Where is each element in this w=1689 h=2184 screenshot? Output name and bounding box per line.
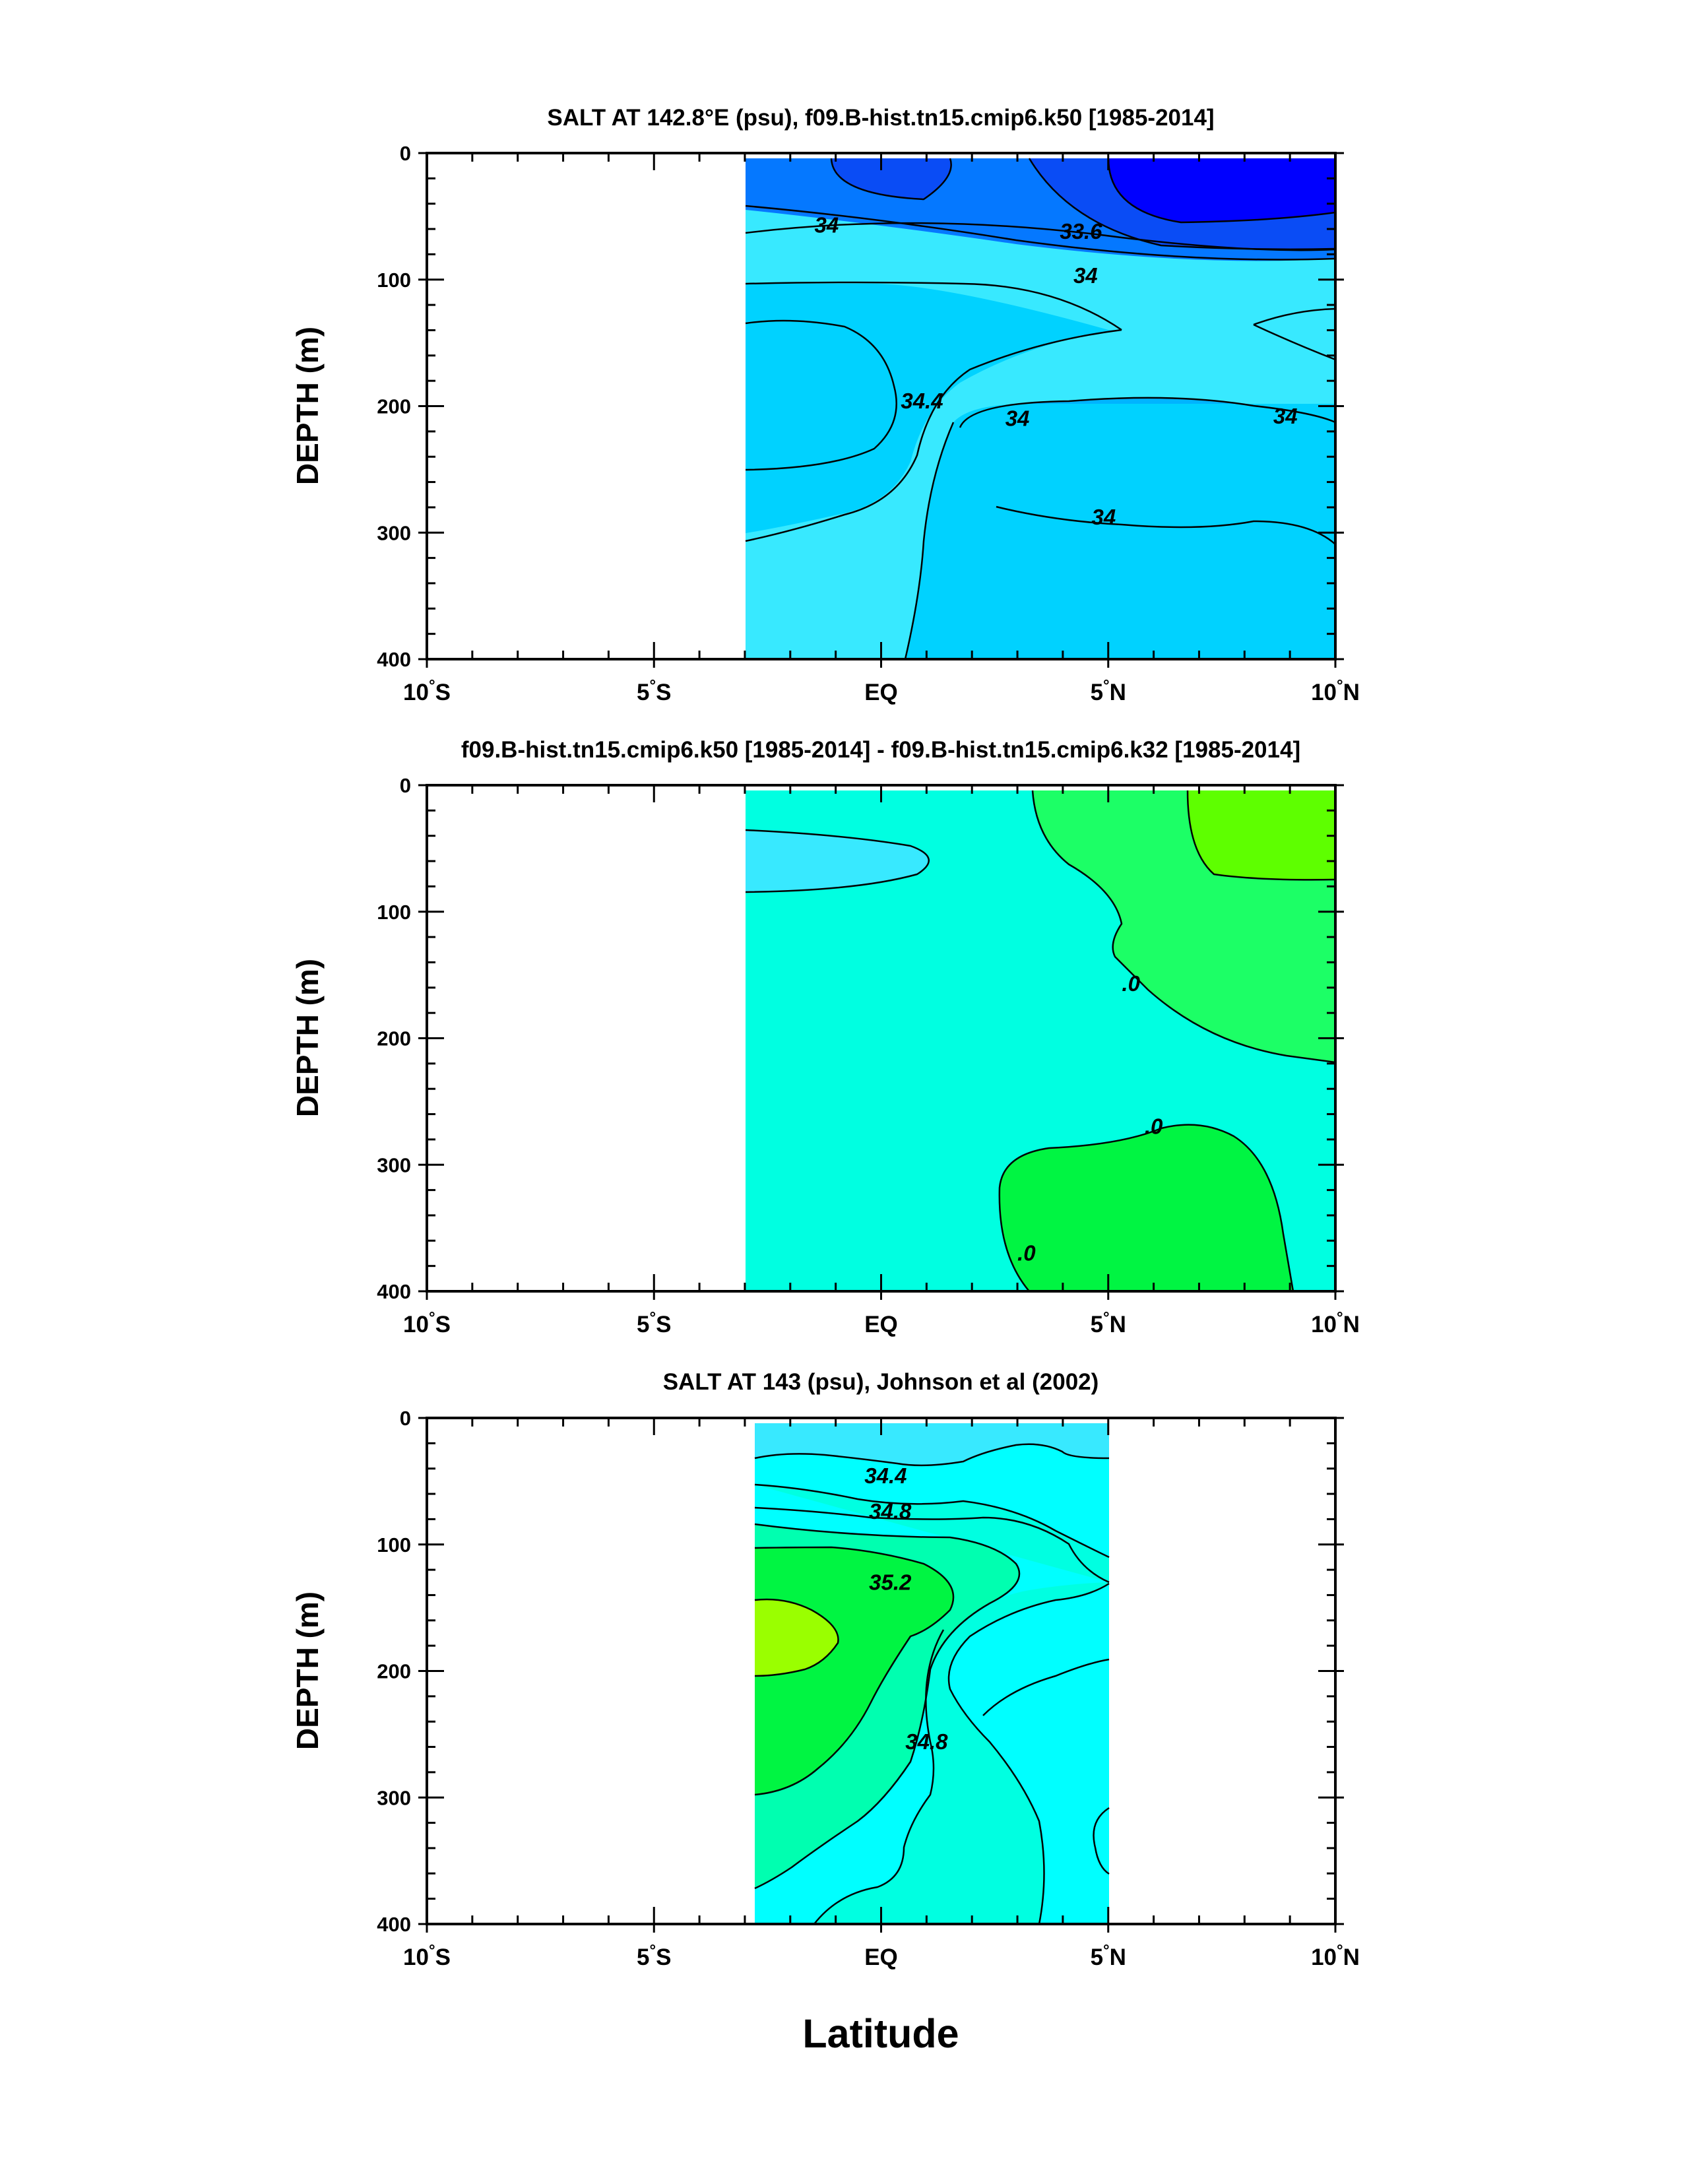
contour-label: 34.8 xyxy=(905,1729,948,1754)
filled-region xyxy=(755,1485,1109,1924)
x-tick-label: 5°S xyxy=(637,677,671,705)
contour-fill xyxy=(746,790,1335,1291)
filled-region xyxy=(999,1124,1293,1291)
contour-fill xyxy=(746,158,1335,659)
y-tick-label: 0 xyxy=(400,1407,411,1430)
x-tick-label: 5°N xyxy=(1091,677,1126,705)
panel-title: SALT AT 143 (psu), Johnson et al (2002) xyxy=(663,1369,1099,1395)
contour-label: 34.4 xyxy=(864,1463,907,1488)
filled-region xyxy=(1188,790,1335,880)
y-tick-label: 100 xyxy=(377,1533,411,1557)
filled-region xyxy=(1254,309,1335,360)
filled-region xyxy=(755,1423,1109,1465)
filled-region xyxy=(746,830,929,892)
contour-label: 34 xyxy=(1073,263,1098,288)
y-tick-label: 100 xyxy=(377,269,411,292)
y-axis-label: DEPTH (m) xyxy=(290,959,325,1117)
x-tick-label: EQ xyxy=(864,1312,898,1337)
filled-region xyxy=(1108,158,1335,222)
contour-label: 34.8 xyxy=(869,1499,912,1524)
filled-region xyxy=(983,1659,1109,1924)
y-tick-label: 400 xyxy=(377,1913,411,1936)
contour-label: 34 xyxy=(1092,505,1116,529)
ticks: 0 100 200 300 400 10°S 5°S EQ 5°N 10°N xyxy=(377,1407,1360,1970)
contour-label: 35.2 xyxy=(869,1570,912,1594)
contour-label: 34 xyxy=(1005,406,1030,431)
panel-difference: f09.B-hist.tn15.cmip6.k50 [1985-2014] - … xyxy=(290,737,1360,1337)
filled-region xyxy=(746,284,1115,533)
y-tick-label: 200 xyxy=(377,1027,411,1050)
contour-lines xyxy=(745,790,1335,1291)
y-tick-label: 400 xyxy=(377,648,411,671)
contour-label: 34.4 xyxy=(901,389,943,413)
x-tick-label: 10°N xyxy=(1311,1309,1360,1337)
ticks: 0 100 200 300 400 10°S 5°S EQ 5°N 10°N xyxy=(377,774,1360,1337)
contour-lines xyxy=(745,158,1335,659)
x-tick-label: EQ xyxy=(864,1944,898,1970)
x-tick-label: 10°N xyxy=(1311,677,1360,705)
contour-label: .0 xyxy=(1017,1240,1036,1265)
contour-lines xyxy=(754,1443,1110,1924)
panel-observed-salinity: SALT AT 143 (psu), Johnson et al (2002) … xyxy=(290,1369,1360,1970)
x-tick-label: EQ xyxy=(864,680,898,705)
y-tick-label: 400 xyxy=(377,1280,411,1303)
x-tick-label: 10°S xyxy=(403,1309,451,1337)
x-tick-label: 5°N xyxy=(1091,1309,1126,1337)
ticks: 0 100 200 300 400 10°S 5°S EQ 5°N 10°N xyxy=(377,142,1360,705)
panel-title: SALT AT 142.8°E (psu), f09.B-hist.tn15.c… xyxy=(547,105,1214,131)
y-tick-label: 300 xyxy=(377,1153,411,1176)
contour-label: 34 xyxy=(1273,404,1298,428)
y-tick-label: 300 xyxy=(377,1786,411,1809)
x-tick-label: 5°S xyxy=(637,1309,671,1337)
y-tick-label: 300 xyxy=(377,521,411,544)
panel-model-salinity: SALT AT 142.8°E (psu), f09.B-hist.tn15.c… xyxy=(290,105,1360,705)
y-axis-label: DEPTH (m) xyxy=(290,1591,325,1750)
filled-region xyxy=(755,1599,839,1676)
panel-title: f09.B-hist.tn15.cmip6.k50 [1985-2014] - … xyxy=(461,737,1300,763)
y-tick-label: 100 xyxy=(377,901,411,924)
x-tick-label: 5°S xyxy=(637,1942,671,1970)
x-tick-label: 10°S xyxy=(403,1942,451,1970)
contour-fill xyxy=(755,1423,1109,1924)
contour-labels: 34 33.6 34 34.4 34 34 34 xyxy=(815,212,1298,529)
contour-label: 33.6 xyxy=(1060,219,1102,243)
contour-labels: 34.4 34.8 35.2 34.8 xyxy=(864,1463,948,1754)
y-tick-label: 0 xyxy=(400,142,411,165)
filled-region xyxy=(905,404,1335,659)
x-tick-label: 5°N xyxy=(1091,1942,1126,1970)
x-tick-label: 10°S xyxy=(403,677,451,705)
x-axis-label: Latitude xyxy=(802,2011,959,2056)
contour-labels: .0 .0 .0 xyxy=(1017,971,1163,1265)
y-tick-label: 0 xyxy=(400,774,411,797)
contour-label: .0 xyxy=(1122,971,1140,996)
y-axis-label: DEPTH (m) xyxy=(290,327,325,485)
x-tick-label: 10°N xyxy=(1311,1942,1360,1970)
y-tick-label: 200 xyxy=(377,395,411,418)
y-tick-label: 200 xyxy=(377,1660,411,1683)
contour-label: 34 xyxy=(815,212,839,237)
contour-label: .0 xyxy=(1145,1114,1163,1139)
